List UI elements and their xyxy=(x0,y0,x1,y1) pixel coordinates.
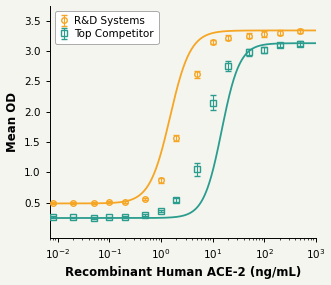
Legend: R&D Systems, Top Competitor: R&D Systems, Top Competitor xyxy=(55,11,159,44)
X-axis label: Recombinant Human ACE-2 (ng/mL): Recombinant Human ACE-2 (ng/mL) xyxy=(65,266,301,280)
Y-axis label: Mean OD: Mean OD xyxy=(6,92,19,152)
